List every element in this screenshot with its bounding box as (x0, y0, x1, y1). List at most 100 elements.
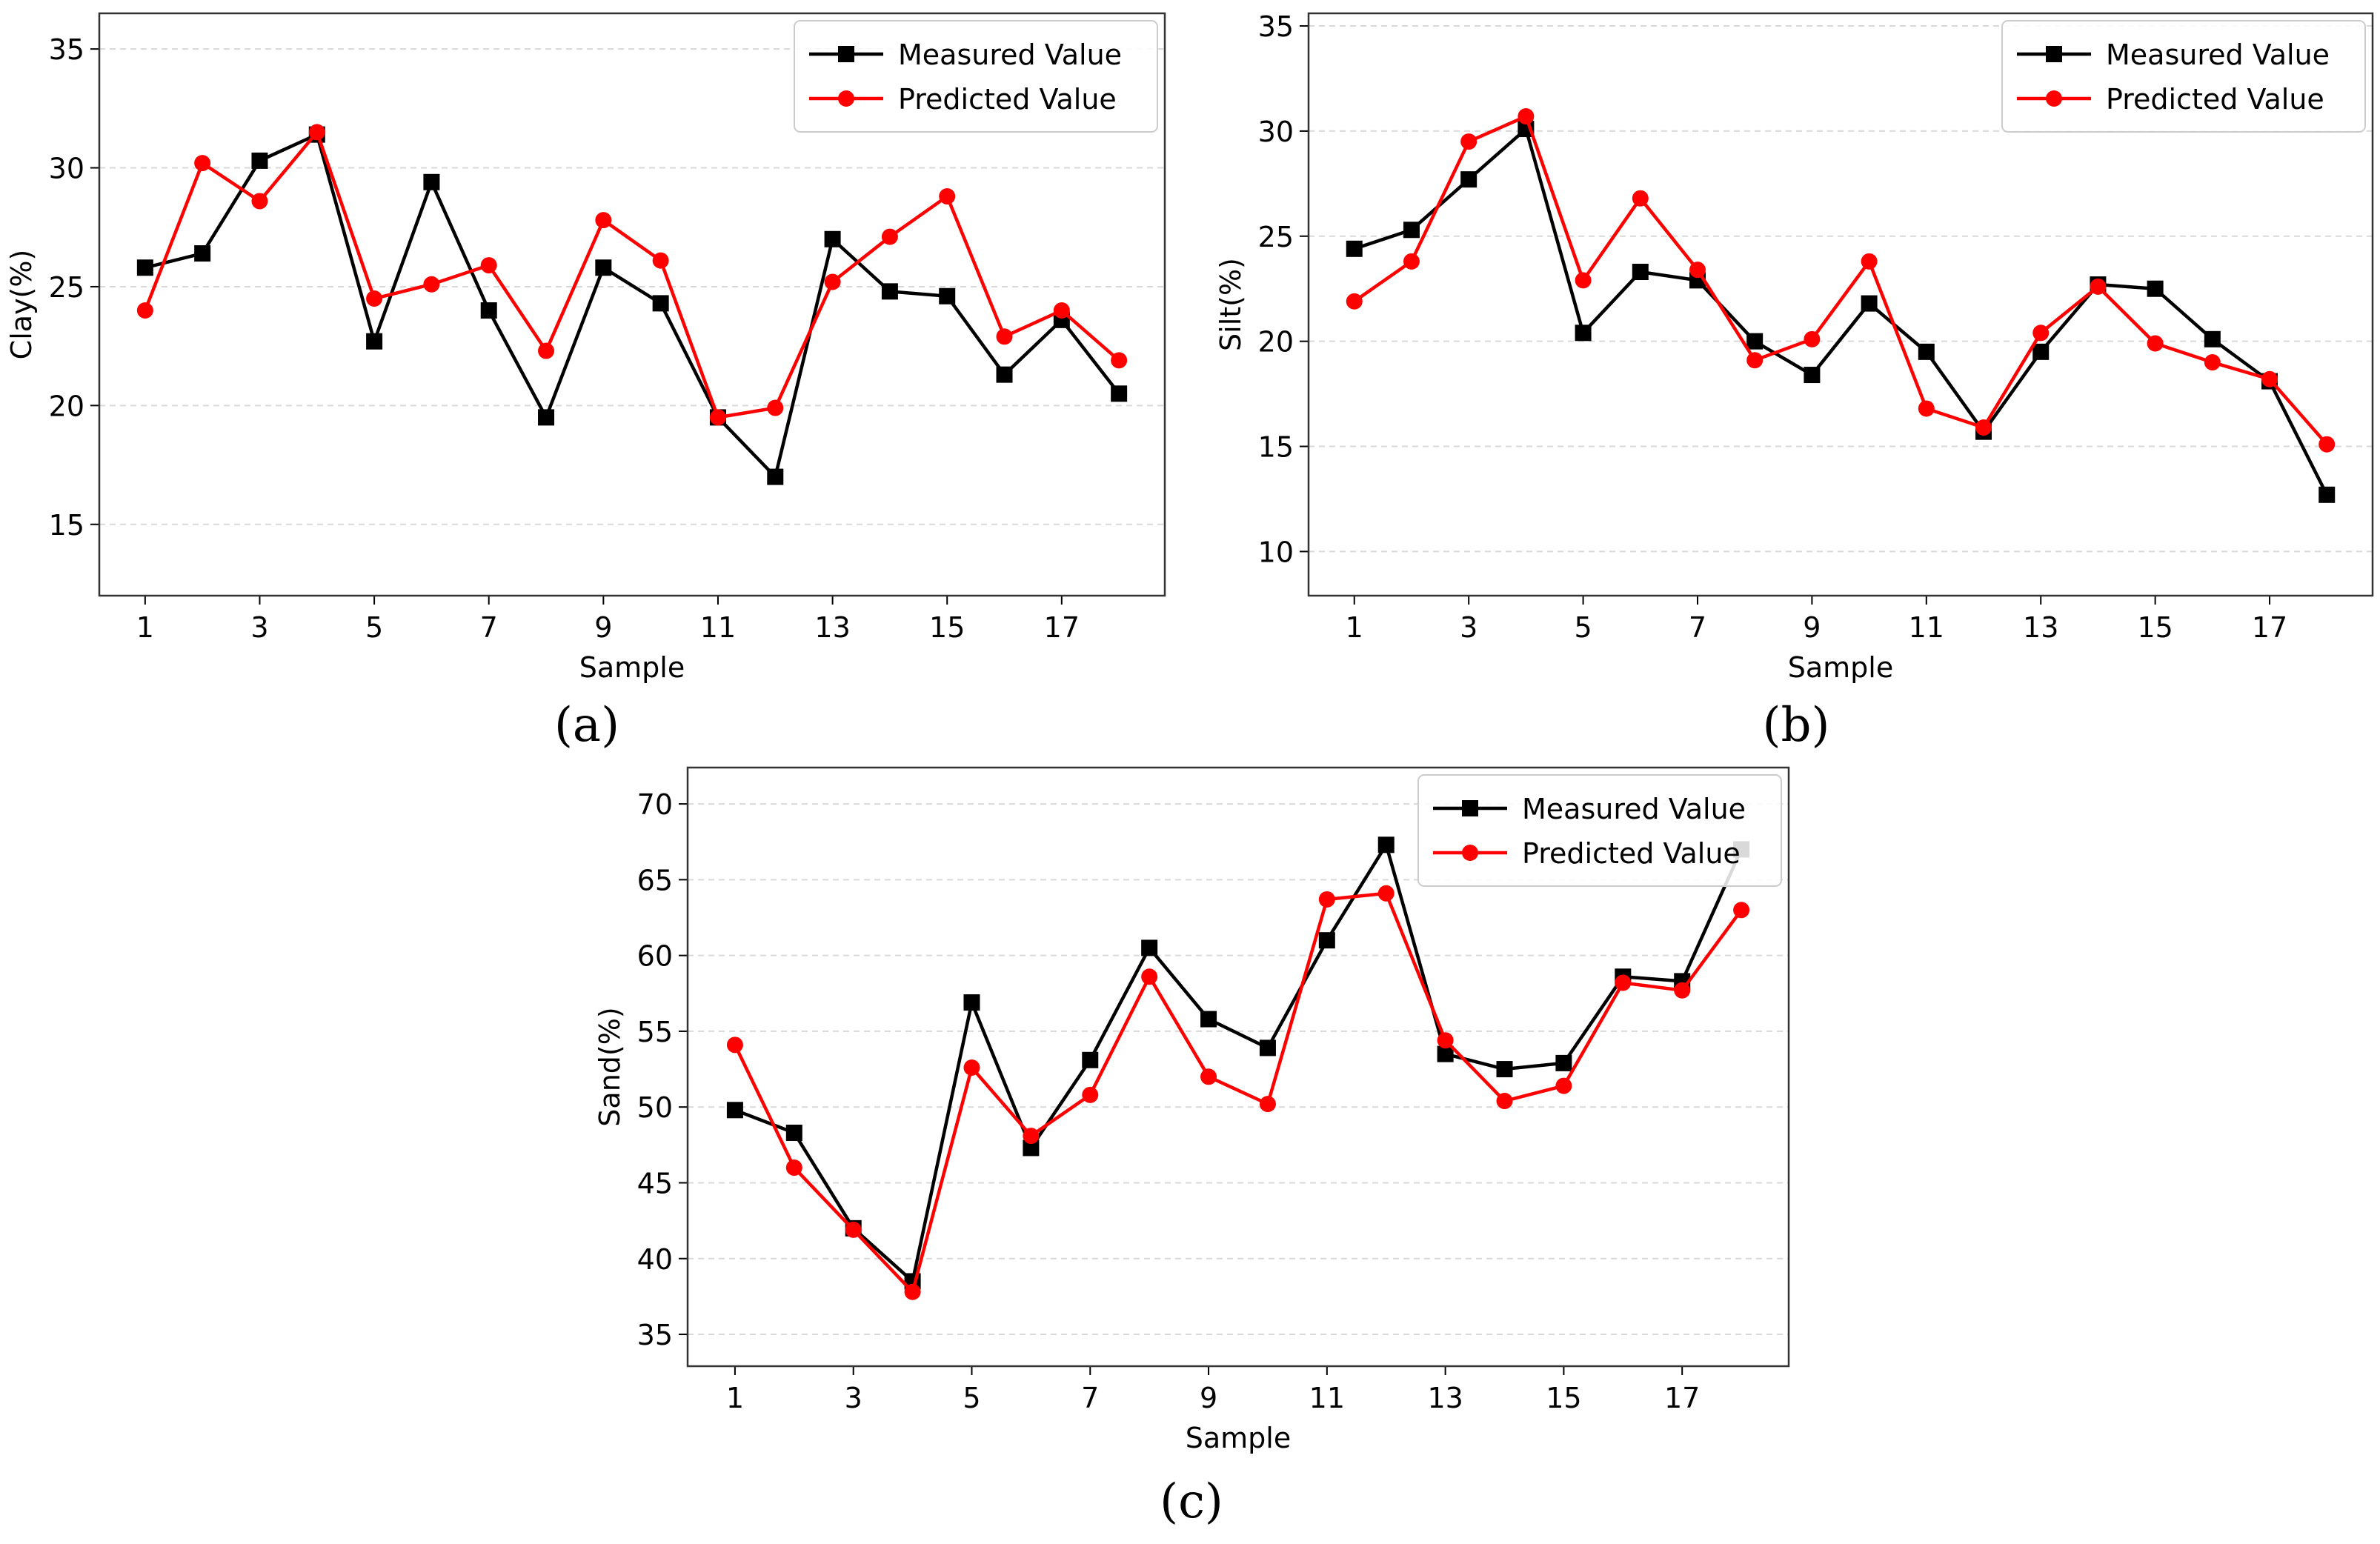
x-tick-label: 15 (1546, 1382, 1581, 1414)
predicted-point (2261, 370, 2278, 387)
x-tick-label: 9 (594, 611, 612, 644)
x-tick-label: 17 (1664, 1382, 1700, 1414)
legend-entry: Measured Value (1522, 793, 1746, 825)
predicted-point (1111, 352, 1128, 369)
measured-point (1023, 1139, 1040, 1157)
x-tick-label: 11 (700, 611, 736, 644)
series-line-predicted (143, 130, 1120, 419)
y-tick-label: 15 (1258, 431, 1294, 464)
measured-point (2032, 343, 2050, 360)
x-tick-label: 17 (1044, 611, 1080, 644)
predicted-point (1377, 885, 1395, 902)
panel-label-a: (a) (554, 698, 619, 753)
predicted-point (2204, 354, 2221, 371)
legend-marker (1462, 800, 1478, 816)
x-tick-label: 1 (726, 1382, 744, 1414)
series-line-measured (734, 843, 1744, 1283)
x-tick-label: 5 (365, 611, 383, 644)
legend-marker (838, 90, 854, 107)
y-tick-label: 30 (49, 153, 84, 185)
y-tick-label: 10 (1258, 536, 1294, 568)
measured-point (824, 230, 841, 247)
series-line-predicted (1353, 114, 2328, 446)
x-axis-label: Sample (579, 651, 685, 684)
legend-box (1417, 774, 1782, 887)
measured-point (1746, 333, 1764, 350)
legend-marker (838, 46, 854, 62)
series-line-measured (144, 133, 1120, 479)
measured-point (1555, 1054, 1572, 1071)
measured-point (1200, 1011, 1217, 1028)
predicted-point (1733, 902, 1750, 919)
predicted-point (1141, 968, 1158, 985)
panel-label-b: (b) (1763, 698, 1830, 753)
predicted-point (1746, 352, 1764, 369)
panel-label-c: (c) (1160, 1474, 1223, 1529)
measured-point (881, 283, 898, 300)
x-tick-label: 5 (963, 1382, 980, 1414)
predicted-point (1023, 1128, 1040, 1145)
y-tick-label: 70 (637, 788, 673, 821)
measured-point (1259, 1039, 1276, 1056)
x-tick-label: 3 (1460, 611, 1477, 644)
measured-point (1861, 295, 1878, 312)
legend-marker (2046, 46, 2062, 62)
predicted-point (1437, 1032, 1454, 1049)
predicted-point (251, 193, 268, 210)
measured-point (726, 1102, 743, 1119)
y-tick-label: 30 (1258, 116, 1294, 148)
x-tick-label: 3 (250, 611, 268, 644)
measured-point (1575, 325, 1592, 342)
plot-frame (686, 766, 1790, 1368)
y-tick-label: 55 (637, 1016, 673, 1048)
measured-point (785, 1124, 802, 1141)
predicted-point (423, 276, 440, 293)
plot-frame (98, 12, 1166, 597)
measured-point (1918, 343, 1935, 360)
y-tick-label: 20 (49, 390, 84, 422)
predicted-point (709, 409, 726, 426)
predicted-point (2032, 325, 2050, 342)
measured-point (996, 366, 1013, 383)
x-tick-label: 7 (1081, 1382, 1099, 1414)
measured-point (652, 295, 669, 312)
predicted-point (1975, 419, 1992, 436)
predicted-point (2318, 436, 2336, 453)
predicted-point (785, 1159, 802, 1177)
predicted-point (904, 1283, 921, 1300)
legend-marker (1462, 845, 1478, 861)
predicted-point (136, 302, 153, 319)
y-tick-label: 20 (1258, 326, 1294, 359)
predicted-point (1804, 330, 1821, 347)
x-tick-label: 9 (1803, 611, 1821, 644)
measured-point (1377, 836, 1395, 853)
predicted-point (1460, 133, 1477, 150)
x-tick-label: 13 (2023, 611, 2058, 644)
x-tick-label: 15 (2137, 611, 2173, 644)
predicted-point (824, 273, 841, 290)
y-tick-label: 45 (637, 1167, 673, 1199)
predicted-point (1259, 1096, 1276, 1113)
measured-point (963, 994, 980, 1011)
predicted-point (480, 257, 497, 274)
predicted-point (1346, 293, 1363, 310)
y-axis-label: Silt(%) (1214, 258, 1247, 351)
legend-marker (2046, 90, 2062, 107)
measured-point (1804, 367, 1821, 384)
y-tick-label: 60 (637, 940, 673, 973)
predicted-point (1918, 400, 1935, 417)
measured-point (480, 302, 497, 319)
measured-point (939, 287, 956, 305)
legend-entry: Predicted Value (898, 83, 1117, 116)
measured-point (2204, 330, 2221, 347)
x-tick-label: 1 (1346, 611, 1363, 644)
x-tick-label: 13 (1427, 1382, 1463, 1414)
legend-entry: Measured Value (898, 39, 1122, 71)
predicted-point (1082, 1086, 1099, 1103)
x-tick-label: 5 (1574, 611, 1592, 644)
x-tick-label: 7 (1689, 611, 1706, 644)
predicted-point (2090, 278, 2107, 295)
predicted-point (1053, 302, 1070, 319)
